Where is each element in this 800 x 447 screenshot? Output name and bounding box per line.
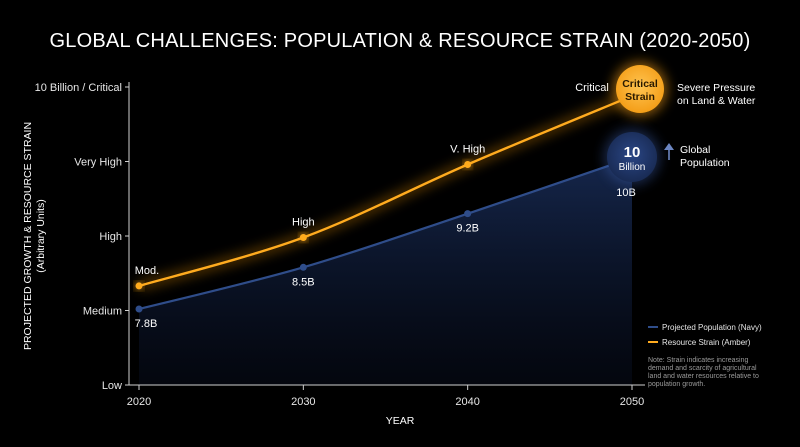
population-point-label: 9.2B xyxy=(456,223,479,235)
population-point xyxy=(135,305,143,313)
plot-area: Low Medium High Very High 10 Billion / Criti… xyxy=(35,82,645,408)
y-tick-label: High xyxy=(99,231,122,243)
x-ticks: 2020 2030 2040 2050 xyxy=(127,385,644,408)
x-tick-label: 2030 xyxy=(291,396,315,408)
x-axis-label: YEAR xyxy=(386,415,415,427)
strain-point-label: Critical xyxy=(575,82,609,94)
x-tick-label: 2050 xyxy=(620,396,644,408)
note-line-2: demand and scarcity of agricultural xyxy=(648,365,757,372)
strain-note-line-1: Severe Pressure xyxy=(677,82,755,94)
y-tick-label: 10 Billion / Critical xyxy=(35,82,122,94)
strain-point-label: V. High xyxy=(450,143,485,155)
note-line-4: population growth. xyxy=(648,381,705,388)
strain-point xyxy=(299,233,307,241)
data-points: 7.8B 8.5B 9.2B 10B Mod. High V. High Critical xyxy=(135,82,636,330)
legend: Projected Population (Navy) Resource Str… xyxy=(648,323,762,388)
strain-note-line-2: on Land & Water xyxy=(677,95,756,107)
arrow-up-icon xyxy=(664,143,674,160)
legend-label-strain: Resource Strain (Amber) xyxy=(662,338,751,347)
population-point-label: 7.8B xyxy=(135,318,158,330)
x-tick-label: 2020 xyxy=(127,396,151,408)
strain-badge-line-2: Strain xyxy=(625,91,655,103)
population-point-label: 8.5B xyxy=(292,276,315,288)
y-tick-label: Low xyxy=(102,380,122,392)
strain-badge xyxy=(616,65,664,113)
population-point xyxy=(464,210,472,218)
strain-callout: Critical Strain Severe Pressure on Land … xyxy=(613,62,756,116)
note-line-3: land and water resources relative to xyxy=(648,373,759,380)
x-tick-label: 2040 xyxy=(455,396,479,408)
y-tick-label: Very High xyxy=(74,157,122,169)
y-tick-label: Medium xyxy=(83,306,122,318)
y-axis-label: PROJECTED GROWTH & RESOURCE STRAIN xyxy=(22,122,34,350)
chart-title: GLOBAL CHALLENGES: POPULATION & RESOURCE… xyxy=(50,30,751,52)
y-axis-title: PROJECTED GROWTH & RESOURCE STRAIN (Arbi… xyxy=(22,122,47,350)
strain-point-label: High xyxy=(292,216,315,228)
population-badge-unit: Billion xyxy=(619,162,646,173)
population-point-label: 10B xyxy=(616,187,636,199)
population-note-line-2: Population xyxy=(680,157,730,169)
population-badge-number: 10 xyxy=(624,144,641,161)
series-line-strain xyxy=(138,94,633,288)
population-badge xyxy=(607,132,657,182)
series-line-population xyxy=(138,156,633,311)
strain-point xyxy=(464,160,472,168)
population-point xyxy=(299,263,307,271)
legend-label-population: Projected Population (Navy) xyxy=(662,323,762,332)
y-axis-sublabel: (Arbitrary Units) xyxy=(35,199,47,273)
population-note-line-1: Global xyxy=(680,144,710,156)
population-area xyxy=(139,157,632,385)
y-ticks: Low Medium High Very High 10 Billion / Criti… xyxy=(35,82,129,392)
population-callout: 10 Billion Global Population xyxy=(604,129,730,185)
note-line-1: Note: Strain indicates increasing xyxy=(648,357,748,364)
strain-badge-line-1: Critical xyxy=(622,78,658,90)
strain-point xyxy=(135,282,143,290)
strain-point-label: Mod. xyxy=(135,265,159,277)
